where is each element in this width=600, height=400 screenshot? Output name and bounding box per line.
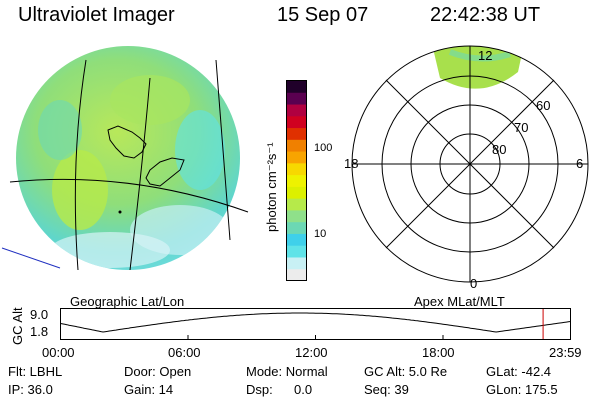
time-tick-06: 06:00 (168, 345, 201, 360)
polar-plot: 12 6 0 18 60 70 80 (344, 45, 589, 291)
mlt-label-0: 0 (470, 276, 477, 291)
colorbar-band (286, 186, 307, 199)
time-label: 22:42:38 UT (430, 4, 541, 26)
time-tick-00: 00:00 (42, 345, 75, 360)
mode-info: Mode: Normal (246, 364, 328, 379)
mlat-label-70: 70 (514, 120, 528, 135)
colorbar-band (286, 268, 307, 281)
colorbar-band (286, 92, 307, 105)
time-tick-2359: 23:59 (549, 345, 582, 360)
altitude-plot (60, 308, 571, 340)
seq-info: Seq: 39 (364, 382, 409, 397)
coastline-south-island (145, 157, 185, 187)
mlt-label-12: 12 (478, 48, 492, 63)
altitude-ytick-9: 9.0 (30, 307, 49, 322)
colorbar-band (286, 151, 307, 164)
gc-alt-info: GC Alt: 5.0 Re (364, 364, 448, 379)
colorbar-label: photon cm⁻²s⁻¹ (264, 142, 279, 232)
colorbar (286, 80, 307, 281)
earth-disk (16, 46, 240, 270)
ip-info: IP: 36.0 (8, 382, 53, 397)
altitude-ytick-1-8: 1.8 (30, 324, 49, 339)
colorbar-band (286, 209, 307, 223)
colorbar-band (286, 245, 307, 258)
door-info: Door: Open (124, 364, 192, 379)
mlat-label-80: 80 (492, 142, 506, 157)
colorbar-band (286, 256, 307, 270)
terminator-line (1, 247, 61, 269)
gain-info: Gain: 14 (124, 382, 174, 397)
altitude-ylabel: GC Alt (10, 307, 25, 345)
colorbar-band (286, 162, 307, 176)
time-tick-12: 12:00 (295, 345, 328, 360)
mlt-label-18: 18 (344, 156, 358, 171)
colorbar-band (286, 139, 307, 152)
polar-grid (351, 45, 589, 283)
mlt-label-6: 6 (576, 156, 583, 171)
colorbar-band (286, 174, 307, 187)
colorbar-band (286, 80, 307, 93)
coastline-north-island (107, 125, 147, 159)
date-label: 15 Sep 07 (277, 4, 369, 26)
dsp-label: Dsp: (246, 382, 273, 397)
colorbar-tick-10: 10 (314, 228, 327, 240)
colorbar-tick-100: 100 (314, 142, 333, 154)
colorbar-band (286, 233, 307, 246)
colorbar-band (286, 115, 307, 129)
glat-info: GLat: -42.4 (486, 364, 552, 379)
instrument-title: Ultraviolet Imager (18, 4, 175, 26)
colorbar-band (286, 221, 307, 234)
altitude-curve (60, 312, 571, 333)
glon-info: GLon: 175.5 (486, 382, 558, 397)
time-tick-18: 18:00 (422, 345, 455, 360)
colorbar-band (286, 104, 307, 117)
geo-caption: Geographic Lat/Lon (70, 294, 185, 309)
colorbar-band (286, 198, 307, 211)
geo-grid (9, 59, 249, 270)
filter-info: Flt: LBHL (8, 364, 63, 379)
polar-caption: Apex MLat/MLT (414, 294, 505, 309)
dsp-value: 0.0 (294, 382, 313, 397)
colorbar-band (286, 127, 307, 140)
earth-image (1, 46, 249, 270)
mlat-label-60: 60 (536, 98, 550, 113)
